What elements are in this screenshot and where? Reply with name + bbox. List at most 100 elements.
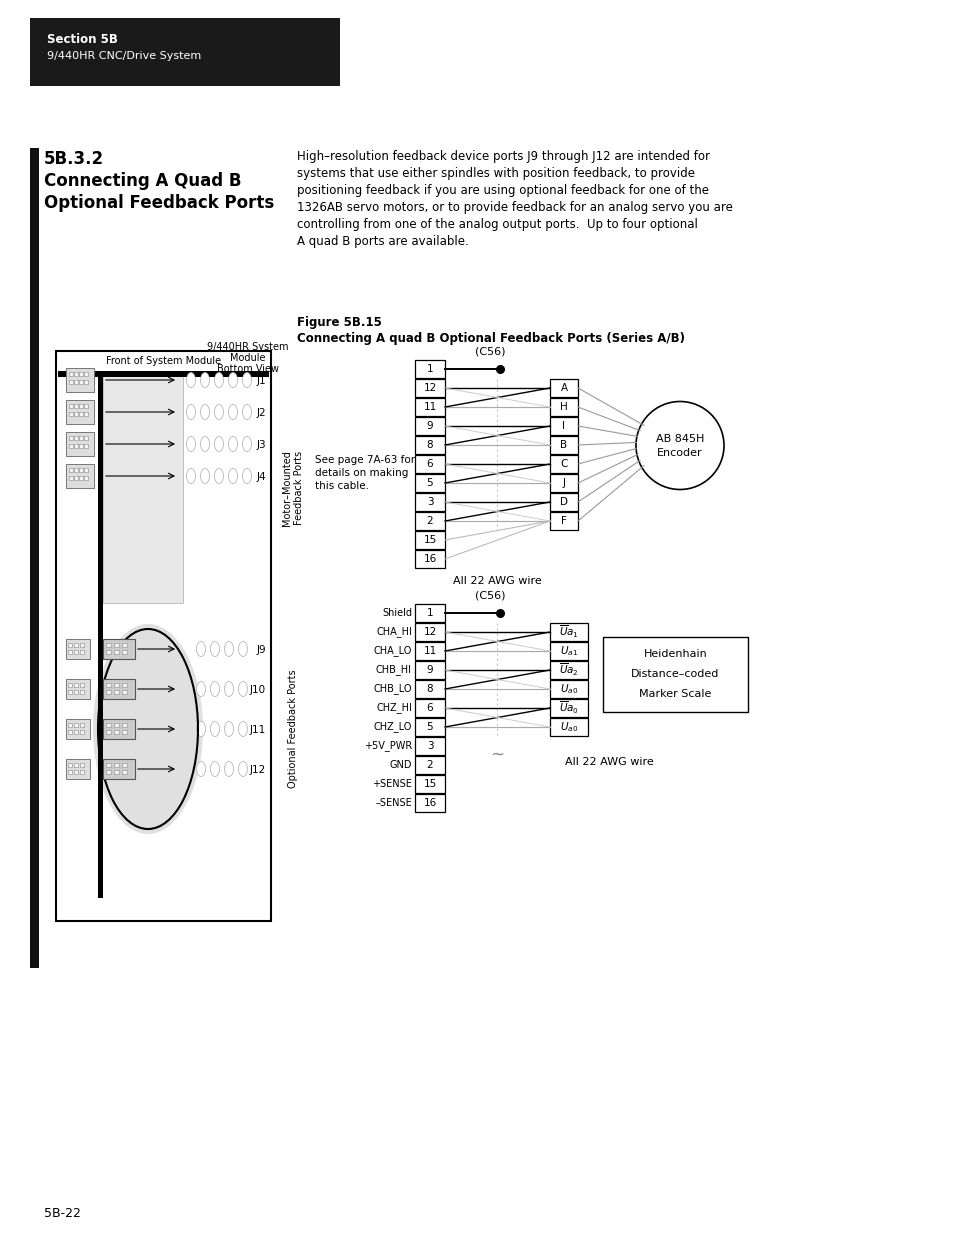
Bar	[69, 372, 73, 375]
Bar	[80, 690, 84, 694]
Bar	[415, 417, 444, 435]
Bar	[415, 550, 444, 568]
Text: 9: 9	[426, 421, 433, 431]
Text: F: F	[560, 516, 566, 526]
Text: Bottom View: Bottom View	[216, 364, 278, 374]
Ellipse shape	[238, 762, 247, 777]
Bar	[69, 380, 73, 384]
Bar	[66, 638, 90, 659]
Text: $U_{a0}$: $U_{a0}$	[559, 720, 578, 734]
Text: systems that use either spindles with position feedback, to provide: systems that use either spindles with po…	[296, 167, 695, 180]
Bar	[80, 643, 84, 647]
Text: Heidenhain: Heidenhain	[643, 650, 706, 659]
Bar	[68, 769, 71, 774]
Bar	[69, 445, 73, 448]
Bar	[415, 493, 444, 511]
Text: ~: ~	[490, 746, 504, 764]
Bar	[80, 722, 84, 727]
Bar	[415, 776, 444, 793]
Bar	[550, 474, 578, 492]
Text: 11: 11	[423, 403, 436, 412]
Text: I: I	[562, 421, 565, 431]
Bar	[550, 642, 587, 659]
Text: 15: 15	[423, 779, 436, 789]
Text: J: J	[562, 478, 565, 488]
Bar	[415, 794, 444, 811]
Bar	[74, 763, 78, 767]
Bar	[122, 650, 127, 655]
Bar	[74, 769, 78, 774]
Ellipse shape	[200, 436, 210, 452]
Text: CHA_HI: CHA_HI	[375, 626, 412, 637]
Bar	[69, 404, 73, 408]
Ellipse shape	[229, 373, 237, 388]
Text: $U_{a1}$: $U_{a1}$	[559, 645, 578, 658]
Bar	[415, 454, 444, 473]
Bar	[103, 760, 135, 779]
Text: B: B	[559, 440, 567, 450]
Bar	[415, 398, 444, 416]
Text: 12: 12	[423, 383, 436, 393]
Bar	[106, 722, 111, 727]
Bar	[122, 683, 127, 687]
Bar	[80, 763, 84, 767]
Bar	[550, 680, 587, 698]
Text: J4: J4	[256, 472, 266, 482]
Text: $\overline{U}$$a_1$: $\overline{U}$$a_1$	[558, 624, 578, 640]
Text: See page 7A-63 for: See page 7A-63 for	[314, 454, 415, 466]
Bar	[415, 756, 444, 774]
Bar	[74, 722, 78, 727]
Bar	[30, 19, 339, 86]
Bar	[69, 436, 73, 440]
Text: 9/440HR System: 9/440HR System	[207, 342, 289, 352]
Bar	[113, 769, 119, 774]
Bar	[113, 690, 119, 694]
Bar	[84, 445, 88, 448]
Ellipse shape	[224, 682, 233, 697]
Text: J2: J2	[256, 408, 266, 417]
Bar	[415, 622, 444, 641]
Text: +SENSE: +SENSE	[372, 779, 412, 789]
Text: 5: 5	[426, 722, 433, 732]
Ellipse shape	[211, 641, 219, 657]
Text: CHA_LO: CHA_LO	[374, 646, 412, 657]
Bar	[84, 468, 88, 472]
Bar	[74, 380, 78, 384]
Ellipse shape	[186, 468, 195, 483]
Bar	[74, 412, 78, 416]
Bar	[415, 513, 444, 530]
Ellipse shape	[211, 762, 219, 777]
Ellipse shape	[211, 682, 219, 697]
Text: $U_{a0}$: $U_{a0}$	[559, 682, 578, 695]
Bar	[103, 638, 135, 659]
Bar	[106, 763, 111, 767]
Circle shape	[636, 401, 723, 489]
Text: J11: J11	[250, 725, 266, 735]
Ellipse shape	[214, 468, 223, 483]
Text: High–resolution feedback device ports J9 through J12 are intended for: High–resolution feedback device ports J9…	[296, 149, 709, 163]
Bar	[122, 643, 127, 647]
Bar	[66, 464, 94, 488]
Text: 11: 11	[423, 646, 436, 656]
Bar	[122, 769, 127, 774]
Text: 8: 8	[426, 684, 433, 694]
Bar	[84, 475, 88, 480]
Text: Figure 5B.15: Figure 5B.15	[296, 316, 381, 329]
Ellipse shape	[196, 682, 205, 697]
Bar	[80, 683, 84, 687]
Bar	[550, 436, 578, 454]
Bar	[98, 373, 103, 898]
Text: positioning feedback if you are using optional feedback for one of the: positioning feedback if you are using op…	[296, 184, 708, 198]
Bar	[68, 763, 71, 767]
Text: (C56): (C56)	[475, 346, 505, 356]
Ellipse shape	[229, 405, 237, 420]
Bar	[84, 404, 88, 408]
Text: Connecting A quad B Optional Feedback Ports (Series A/B): Connecting A quad B Optional Feedback Po…	[296, 332, 684, 345]
Bar	[30, 148, 39, 968]
Text: 5B-22: 5B-22	[44, 1207, 81, 1220]
Ellipse shape	[186, 373, 195, 388]
Bar	[68, 722, 71, 727]
Text: this cable.: this cable.	[314, 480, 369, 492]
Bar	[84, 380, 88, 384]
Bar	[66, 679, 90, 699]
